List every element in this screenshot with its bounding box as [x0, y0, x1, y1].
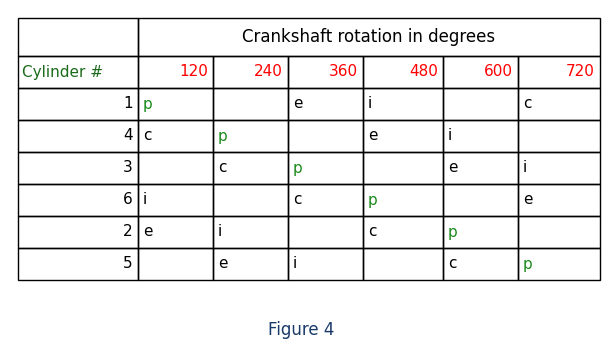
Bar — [363, 216, 443, 248]
Bar — [288, 184, 363, 216]
Bar — [213, 88, 288, 120]
Text: e: e — [448, 161, 458, 175]
Bar — [18, 248, 138, 280]
Bar — [213, 248, 288, 280]
Text: p: p — [293, 161, 303, 175]
Bar — [518, 152, 600, 184]
Text: Cylinder #: Cylinder # — [22, 65, 103, 79]
Bar — [518, 216, 600, 248]
Bar — [18, 216, 138, 248]
Bar — [18, 184, 138, 216]
Bar — [288, 216, 363, 248]
Bar — [18, 56, 138, 88]
Text: i: i — [368, 96, 372, 112]
Bar — [443, 120, 518, 152]
Bar — [518, 56, 600, 88]
Bar — [18, 88, 138, 120]
Bar — [363, 120, 443, 152]
Text: 6: 6 — [123, 192, 133, 208]
Bar — [138, 56, 213, 88]
Bar — [288, 248, 363, 280]
Bar — [363, 88, 443, 120]
Bar — [443, 216, 518, 248]
Bar — [363, 56, 443, 88]
Text: c: c — [218, 161, 227, 175]
Bar — [288, 56, 363, 88]
Bar — [288, 88, 363, 120]
Bar — [518, 88, 600, 120]
Text: c: c — [523, 96, 531, 112]
Bar — [288, 152, 363, 184]
Bar — [18, 120, 138, 152]
Bar — [138, 88, 213, 120]
Text: 5: 5 — [124, 257, 133, 271]
Text: e: e — [143, 225, 153, 239]
Bar — [288, 120, 363, 152]
Bar — [443, 184, 518, 216]
Text: 1: 1 — [124, 96, 133, 112]
Text: Figure 4: Figure 4 — [268, 321, 335, 339]
Text: i: i — [523, 161, 527, 175]
Text: e: e — [368, 129, 377, 144]
Bar — [138, 120, 213, 152]
Bar — [443, 56, 518, 88]
Text: 3: 3 — [123, 161, 133, 175]
Text: p: p — [448, 225, 458, 239]
Text: e: e — [293, 96, 303, 112]
Bar — [518, 248, 600, 280]
Text: 4: 4 — [124, 129, 133, 144]
Text: i: i — [143, 192, 147, 208]
Bar — [443, 248, 518, 280]
Bar — [213, 216, 288, 248]
Text: p: p — [218, 129, 228, 144]
Text: i: i — [448, 129, 452, 144]
Bar — [18, 152, 138, 184]
Bar — [518, 120, 600, 152]
Bar — [443, 88, 518, 120]
Bar — [363, 248, 443, 280]
Text: 480: 480 — [409, 65, 438, 79]
Text: i: i — [218, 225, 223, 239]
Text: 600: 600 — [484, 65, 513, 79]
Bar — [213, 184, 288, 216]
Text: 240: 240 — [254, 65, 283, 79]
Text: 360: 360 — [329, 65, 358, 79]
Bar — [138, 248, 213, 280]
Text: Crankshaft rotation in degrees: Crankshaft rotation in degrees — [242, 28, 496, 46]
Text: p: p — [523, 257, 532, 271]
Text: p: p — [143, 96, 153, 112]
Text: 120: 120 — [179, 65, 208, 79]
Text: c: c — [368, 225, 376, 239]
Bar — [363, 152, 443, 184]
Bar — [443, 152, 518, 184]
Bar — [518, 184, 600, 216]
Bar — [138, 152, 213, 184]
Bar — [213, 152, 288, 184]
Bar — [138, 184, 213, 216]
Text: 720: 720 — [566, 65, 595, 79]
Bar — [213, 56, 288, 88]
Text: c: c — [293, 192, 302, 208]
Bar — [138, 216, 213, 248]
Bar — [138, 18, 600, 56]
Bar — [363, 184, 443, 216]
Bar — [213, 120, 288, 152]
Text: c: c — [448, 257, 456, 271]
Text: c: c — [143, 129, 151, 144]
Text: 2: 2 — [124, 225, 133, 239]
Text: p: p — [368, 192, 377, 208]
Text: i: i — [293, 257, 297, 271]
Bar — [18, 18, 138, 56]
Text: e: e — [523, 192, 532, 208]
Text: e: e — [218, 257, 227, 271]
